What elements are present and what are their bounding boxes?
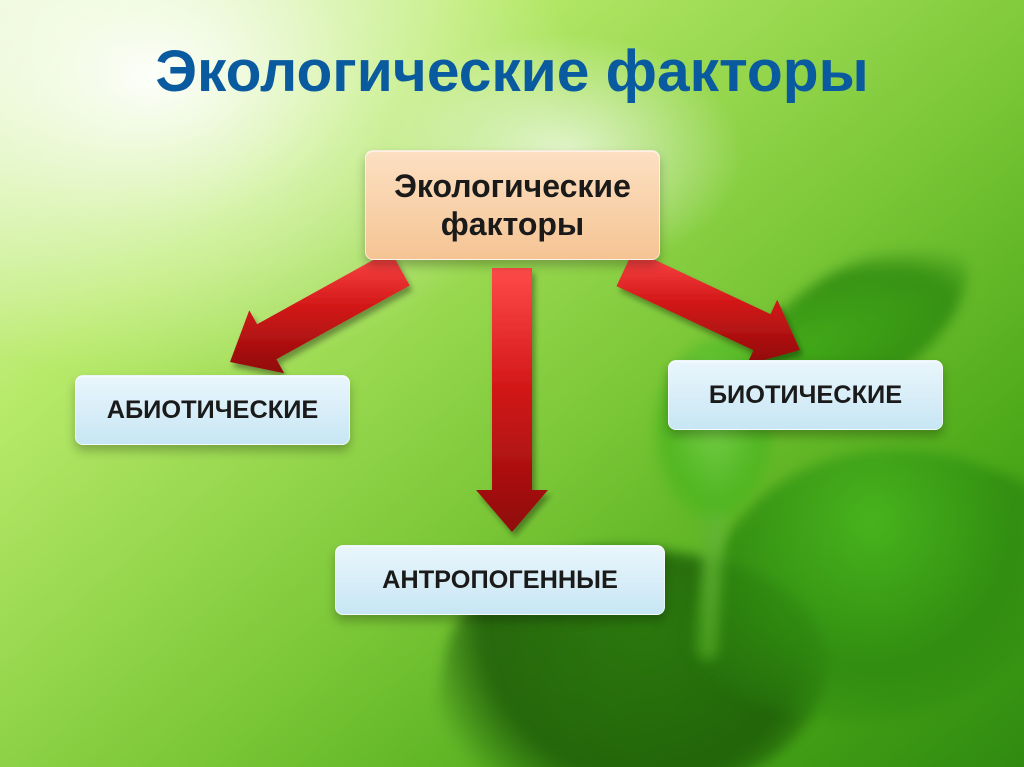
node-biotic: БИОТИЧЕСКИЕ <box>668 360 943 430</box>
node-root: Экологические факторы <box>365 150 660 260</box>
node-abiotic: АБИОТИЧЕСКИЕ <box>75 375 350 445</box>
node-root-line2: факторы <box>441 205 584 243</box>
node-biotic-label: БИОТИЧЕСКИЕ <box>709 381 902 410</box>
node-anthropogenic: АНТРОПОГЕННЫЕ <box>335 545 665 615</box>
node-abiotic-label: АБИОТИЧЕСКИЕ <box>107 396 319 425</box>
node-anthropogenic-label: АНТРОПОГЕННЫЕ <box>382 566 618 595</box>
slide-title: Экологические факторы <box>0 38 1024 105</box>
node-root-line1: Экологические <box>394 167 631 205</box>
